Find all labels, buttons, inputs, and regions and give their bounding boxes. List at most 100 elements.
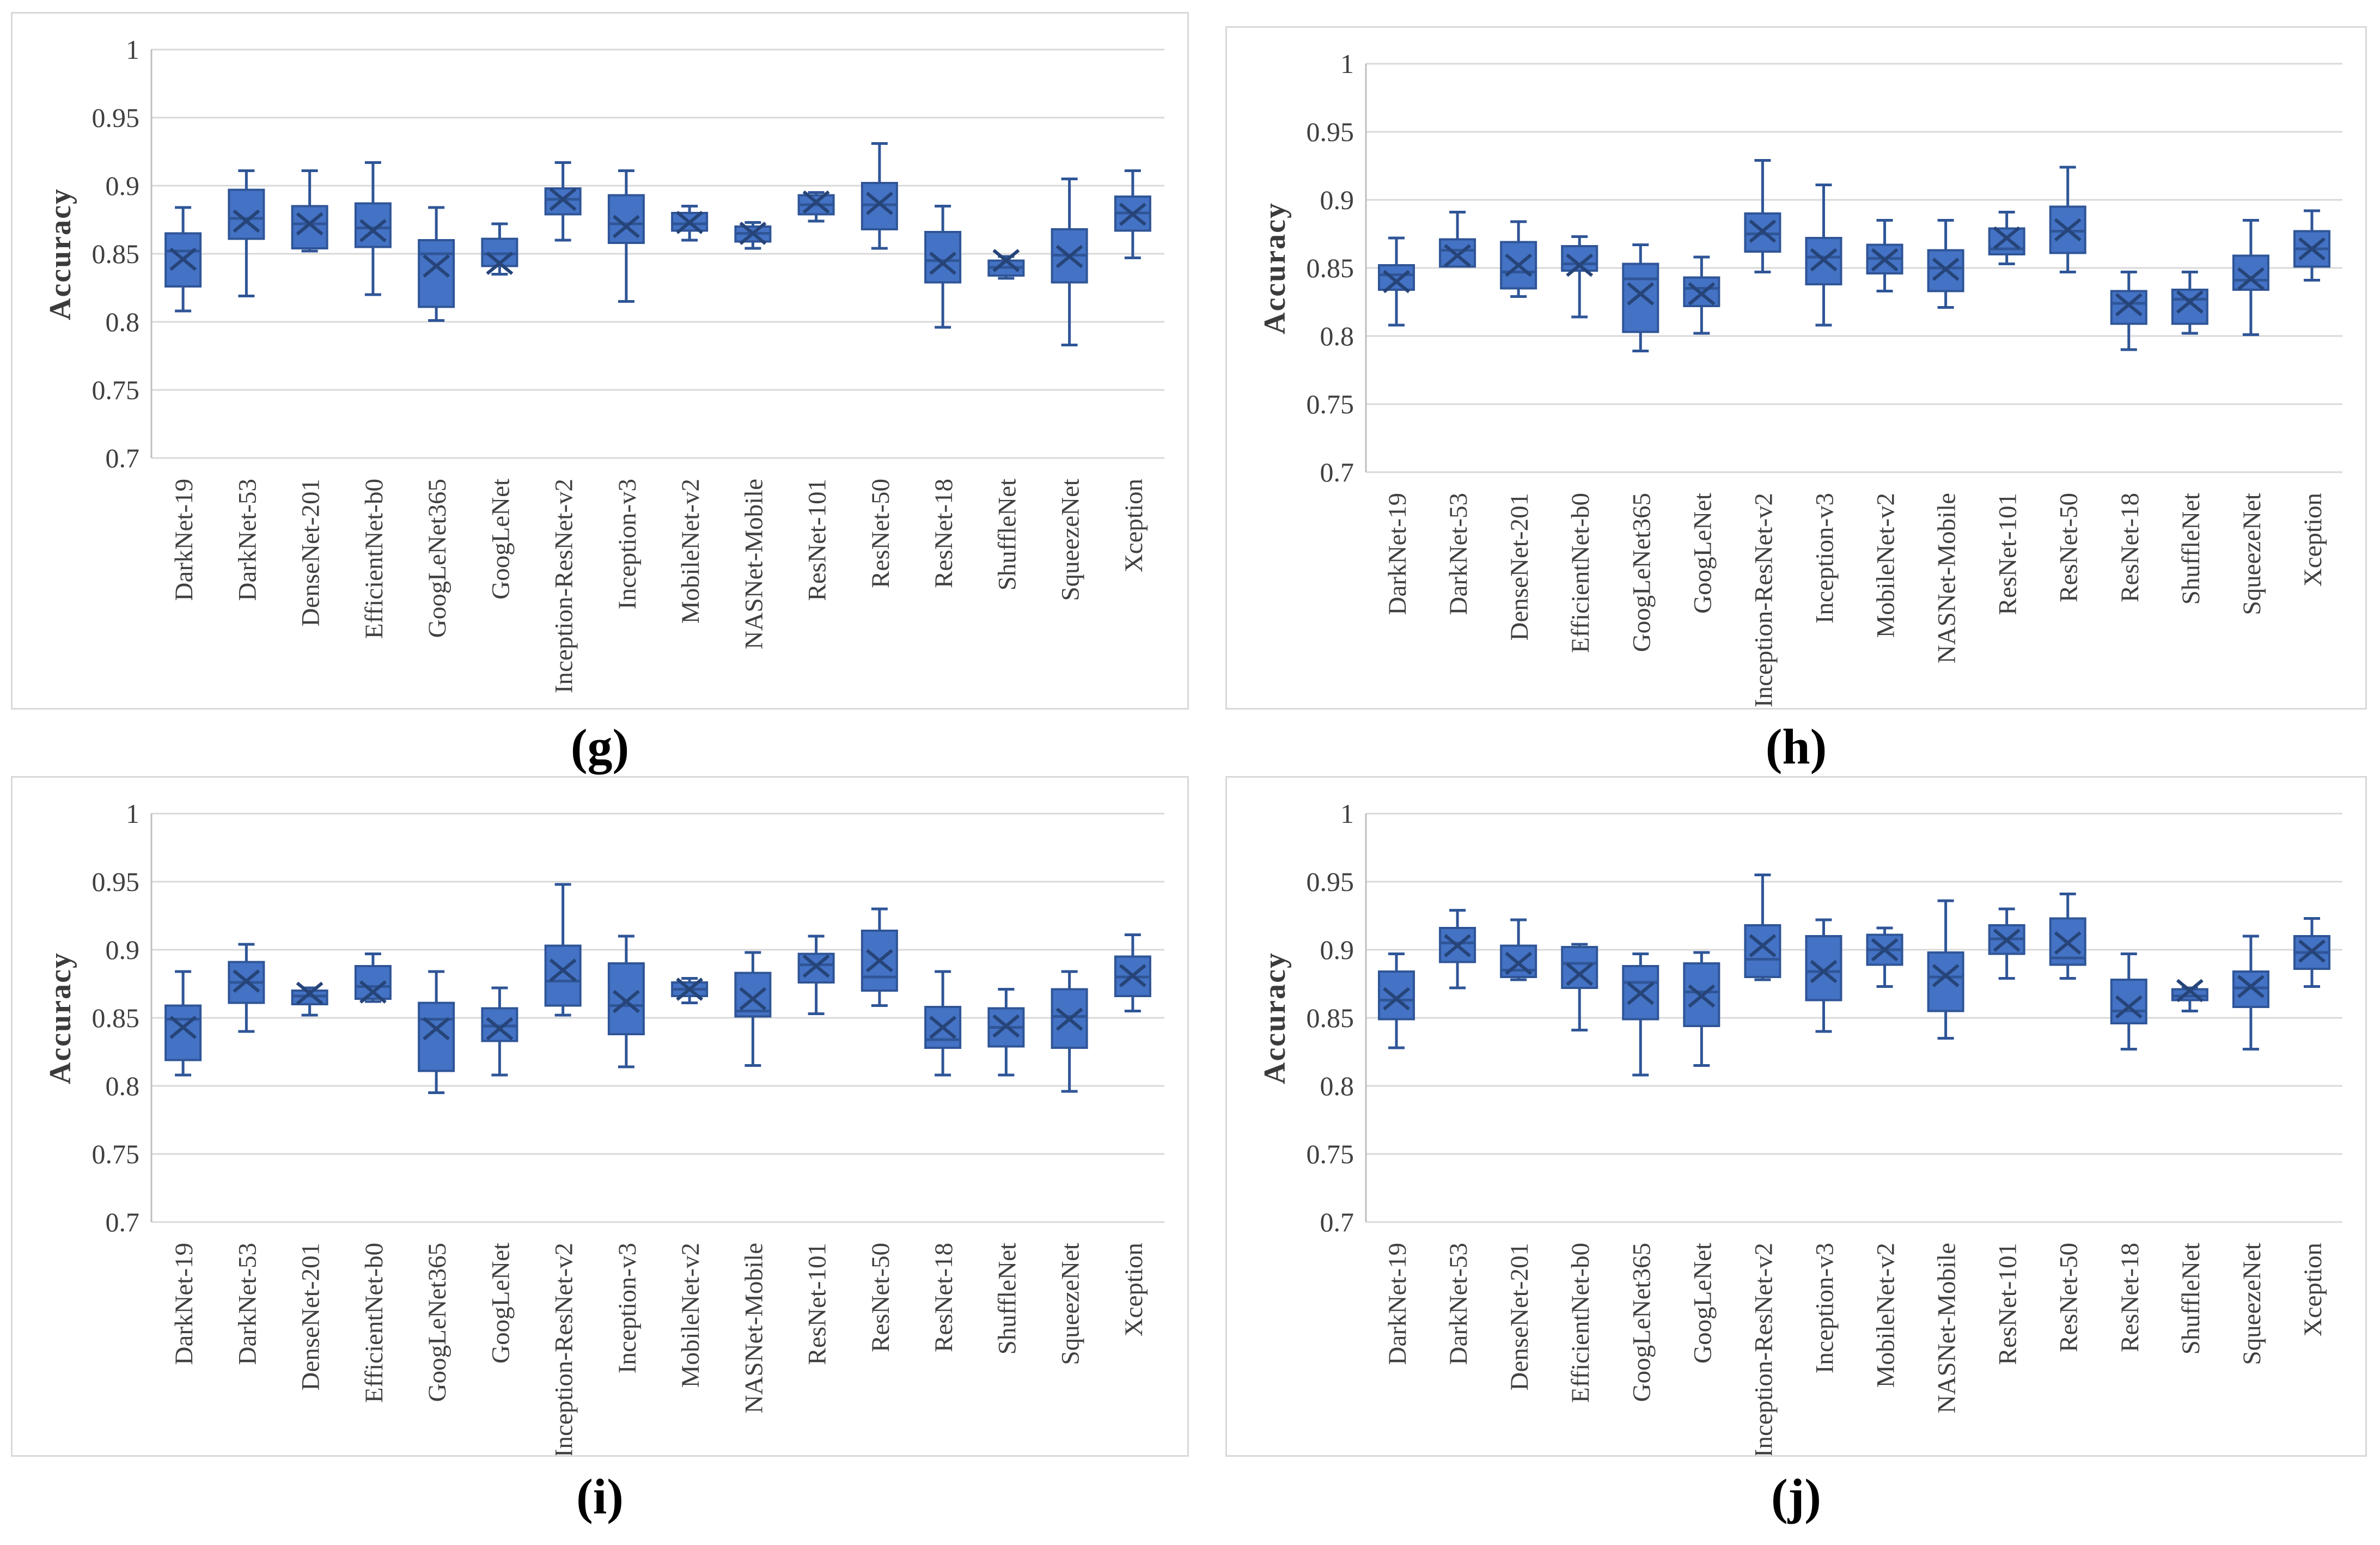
box-resnet-50: [2049, 166, 2086, 273]
x-category-label: DenseNet-201: [1505, 1243, 1534, 1390]
y-tick-label: 0.75: [1307, 1139, 1354, 1169]
box-nasnet-mobile: [1927, 899, 1964, 1040]
mean-marker: [486, 252, 514, 275]
box-efficientnet-b0: [1561, 943, 1598, 1031]
box-resnet-18: [2110, 952, 2147, 1051]
box-resnet-18: [924, 205, 962, 329]
mean-marker: [1566, 962, 1594, 986]
box-googlenet: [1683, 951, 1720, 1067]
box-densenet-201: [1500, 220, 1537, 298]
boxplot-panel-i: 1 0.95 0.9 0.85 0.8 0.75 0.7 DarkNet-19 DarkNet-…: [11, 776, 1189, 1457]
x-category-label: Inception-v3: [1810, 493, 1839, 624]
iqr-box: [291, 205, 328, 249]
box-googlenet365: [1622, 952, 1659, 1077]
x-category-label: Inception-ResNet-v2: [1749, 1243, 1778, 1455]
iqr-box: [2171, 289, 2208, 325]
box-darknet-53: [228, 943, 265, 1033]
mean-marker: [169, 247, 197, 271]
mean-marker: [423, 254, 450, 278]
y-tick-label: 1: [1340, 48, 1354, 79]
mean-marker: [612, 215, 640, 239]
mean-marker: [233, 209, 260, 233]
x-category-label: Xception: [1120, 1243, 1148, 1336]
x-category-label: NASNet-Mobile: [1933, 1243, 1961, 1413]
mean-marker: [169, 1016, 197, 1039]
box-googlenet365: [418, 206, 455, 322]
y-tick-label: 0.95: [92, 102, 140, 133]
iqr-box: [924, 231, 962, 284]
mean-marker: [2054, 218, 2082, 242]
x-category-label: ResNet-101: [1994, 1243, 2022, 1365]
box-inception-resnet-v2: [544, 883, 582, 1017]
iqr-box: [2232, 254, 2269, 291]
iqr-box: [544, 944, 582, 1007]
y-tick-label: 0.95: [1307, 866, 1354, 897]
mean-marker: [1383, 987, 1410, 1011]
mean-marker: [233, 969, 260, 993]
box-squeezenet: [1051, 970, 1088, 1093]
mean-marker: [1383, 270, 1410, 294]
box-densenet-201: [291, 981, 328, 1017]
box-densenet-201: [291, 169, 328, 253]
x-category-label: ResNet-50: [2055, 1243, 2083, 1352]
x-category-label: Inception-ResNet-v2: [550, 479, 578, 693]
mean-marker: [1993, 226, 2021, 250]
box-darknet-19: [164, 206, 202, 313]
x-category-label: MobileNet-v2: [676, 1243, 705, 1388]
mean-marker: [1627, 282, 1655, 306]
y-tick-label: 0.75: [92, 375, 140, 405]
x-category-label: NASNet-Mobile: [1933, 493, 1961, 663]
box-xception: [2293, 209, 2330, 282]
mean-marker: [865, 192, 893, 215]
mean-marker: [865, 949, 893, 973]
y-tick-label: 0.85: [1307, 253, 1354, 283]
x-category-label: DarkNet-53: [1444, 493, 1473, 615]
x-category-label: EfficientNet-b0: [1566, 1243, 1595, 1403]
y-tick-label: 0.9: [1320, 185, 1354, 215]
box-xception: [1114, 933, 1151, 1012]
mean-marker: [992, 1014, 1020, 1038]
mean-marker: [1119, 964, 1146, 987]
boxplot-chart-h: 1 0.95 0.9 0.85 0.8 0.75 0.7 DarkNet-19 DarkNet-…: [1307, 48, 2342, 707]
box-nasnet-mobile: [1927, 219, 1964, 309]
mean-marker: [1932, 964, 1960, 987]
mean-marker: [1932, 258, 1960, 281]
x-category-label: ShuffleNet: [993, 1243, 1021, 1354]
boxplot-panel-j: 1 0.95 0.9 0.85 0.8 0.75 0.7 DarkNet-19 DarkNet-…: [1225, 776, 2367, 1457]
x-category-label: ResNet-50: [2055, 493, 2083, 602]
y-axis-title: Accuracy: [1258, 201, 1292, 334]
box-darknet-19: [1378, 952, 1415, 1049]
x-category-label: Inception-ResNet-v2: [1749, 493, 1778, 707]
mean-marker: [2237, 267, 2265, 291]
box-inception-v3: [607, 169, 645, 303]
mean-marker: [2054, 931, 2082, 955]
x-category-label: GoogLeNet365: [1627, 1243, 1656, 1402]
box-darknet-19: [1378, 236, 1415, 327]
mean-marker: [612, 990, 640, 1013]
y-tick-label: 0.8: [1320, 1071, 1354, 1101]
mean-marker: [1749, 934, 1777, 957]
mean-marker: [549, 958, 577, 982]
y-tick-label: 0.95: [92, 866, 140, 897]
subfigure-caption-h: (h): [1765, 719, 1827, 774]
mean-marker: [1993, 929, 2021, 952]
boxplot-panel-g: 1 0.95 0.9 0.85 0.8 0.75 0.7 DarkNet-19 DarkNet-…: [11, 12, 1189, 710]
y-tick-label: 0.75: [92, 1139, 140, 1169]
x-category-label: MobileNet-v2: [1872, 1243, 1900, 1388]
iqr-box: [1988, 227, 2025, 255]
box-resnet-101: [1988, 211, 2025, 265]
x-category-label: MobileNet-v2: [676, 479, 705, 624]
mean-marker: [802, 190, 830, 214]
box-nasnet-mobile: [734, 951, 772, 1067]
y-tick-label: 0.9: [106, 935, 140, 965]
mean-marker: [676, 211, 704, 234]
box-densenet-201: [1500, 918, 1537, 981]
box-mobilenet-v2: [671, 205, 709, 242]
mean-marker: [1505, 253, 1533, 277]
box-resnet-18: [2110, 271, 2147, 351]
box-googlenet: [1683, 255, 1720, 335]
y-tick-label: 0.95: [1307, 117, 1354, 147]
x-category-label: GoogLeNet365: [423, 1243, 451, 1402]
x-category-label: SqueezeNet: [1057, 1243, 1085, 1365]
y-tick-label: 0.85: [1307, 1003, 1354, 1033]
